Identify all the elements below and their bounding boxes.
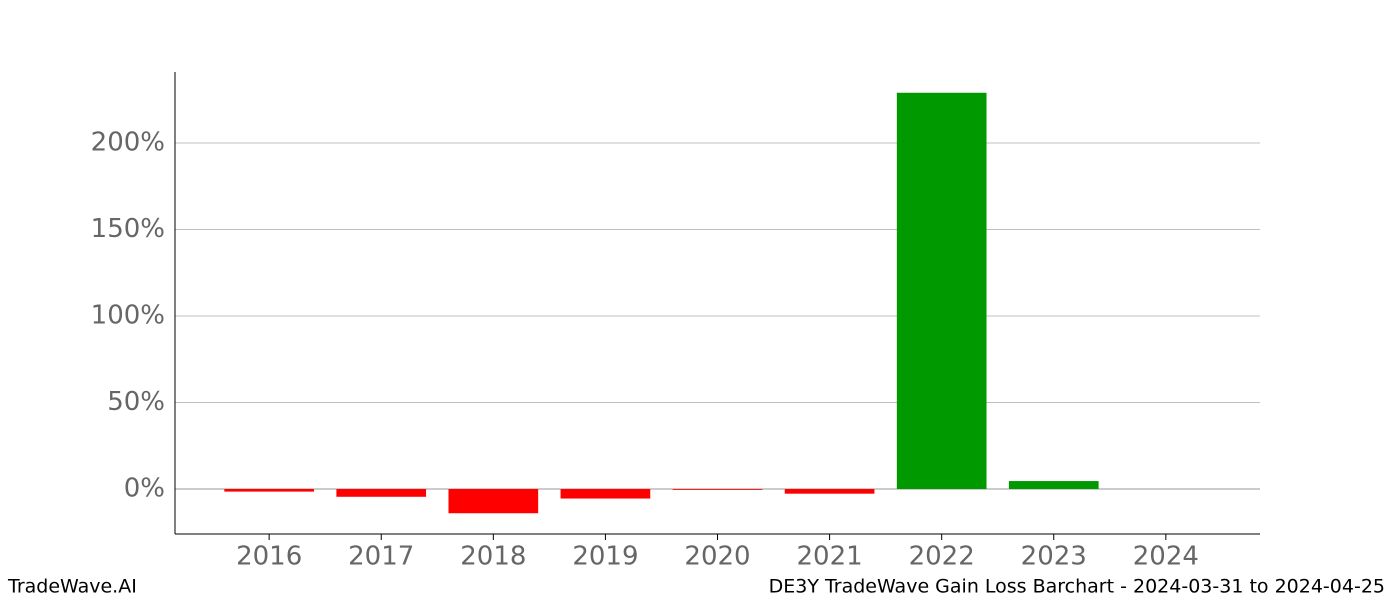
- x-tick-label: 2017: [348, 542, 414, 572]
- bar: [896, 92, 987, 490]
- brand: TradeWave.AI: [7, 576, 137, 598]
- x-tick-label: 2020: [684, 542, 750, 572]
- x-tick-label: 2018: [460, 542, 526, 572]
- bar: [448, 489, 539, 514]
- y-tick-label: 100%: [91, 300, 165, 330]
- x-tick-label: 2024: [1133, 542, 1199, 572]
- x-tick-label: 2016: [236, 542, 302, 572]
- bar: [560, 489, 651, 499]
- x-tick-label: 2023: [1021, 542, 1087, 572]
- y-tick-label: 50%: [107, 387, 165, 417]
- bar: [1008, 481, 1099, 490]
- bar: [224, 489, 314, 492]
- y-tick-label: 150%: [91, 214, 165, 244]
- x-tick-label: 2019: [572, 542, 638, 572]
- y-tick-label: 200%: [91, 127, 165, 157]
- x-tick-label: 2022: [909, 542, 975, 572]
- bar: [672, 489, 763, 490]
- y-tick-label: 0%: [124, 474, 165, 504]
- bar: [336, 489, 427, 497]
- x-tick-label: 2021: [797, 542, 863, 572]
- chart-title: DE3Y TradeWave Gain Loss Barchart - 2024…: [769, 576, 1385, 598]
- bar: [784, 489, 875, 494]
